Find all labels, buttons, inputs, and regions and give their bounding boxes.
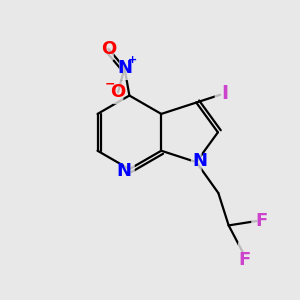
Text: N: N <box>117 59 132 77</box>
Text: N: N <box>192 152 207 169</box>
Text: O: O <box>110 83 126 101</box>
Text: −: − <box>105 77 115 90</box>
Text: O: O <box>101 40 116 58</box>
Text: N: N <box>116 162 131 180</box>
Text: I: I <box>221 84 228 103</box>
Text: F: F <box>256 212 268 230</box>
Text: F: F <box>239 251 251 269</box>
Text: +: + <box>128 55 137 65</box>
